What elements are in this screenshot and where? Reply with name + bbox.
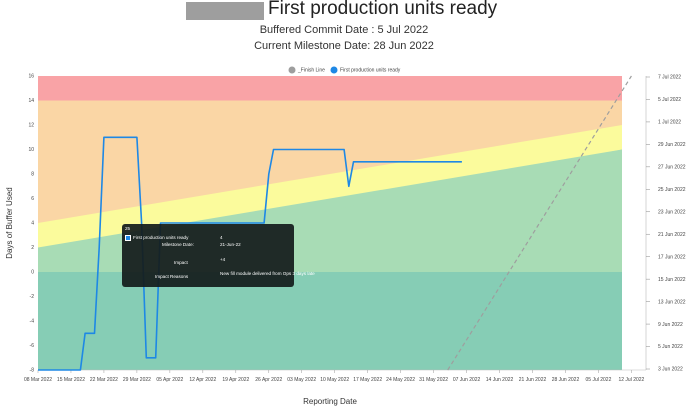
right-tick-label: 23 Jun 2022 (658, 209, 686, 215)
tooltip-impact-label: Impact (174, 260, 188, 265)
finish-line-series (447, 75, 632, 371)
right-tick-label: 21 Jun 2022 (658, 232, 686, 238)
right-tick-label: 17 Jun 2022 (658, 254, 686, 260)
y-tick-label: 10 (28, 147, 34, 153)
y-tick-label: -4 (30, 319, 35, 325)
tooltip-header: 25 (125, 226, 131, 231)
tooltip-milestone-value: 21-Jun-22 (220, 242, 241, 247)
right-tick-label: 25 Jun 2022 (658, 187, 686, 193)
teal-zone (38, 272, 622, 370)
tooltip-reasons-value: New fill module delivered from Ops 3 day… (220, 271, 315, 276)
right-tick-label: 7 Jul 2022 (658, 75, 681, 81)
tooltip-series-swatch (125, 235, 131, 241)
tooltip-reasons-label: Impact Reasons (155, 274, 189, 279)
chart-title: First production units ready (268, 0, 498, 19)
buffer-series-line (38, 136, 462, 371)
y-tick-label: 14 (28, 98, 34, 104)
right-tick-label: 5 Jul 2022 (658, 97, 681, 103)
x-axis-label: Reporting Date (303, 397, 357, 406)
x-tick-label: 24 May 2022 (386, 377, 415, 383)
y-tick-label: 8 (31, 172, 34, 178)
y-tick-label: 6 (31, 196, 34, 202)
tooltip-milestone-label: Milestone Date: (162, 242, 194, 247)
right-tick-label: 15 Jun 2022 (658, 277, 686, 283)
x-tick-label: 07 Jun 2022 (453, 377, 481, 383)
x-tick-label: 21 Jun 2022 (519, 377, 547, 383)
tooltip-series-label: First production units ready (133, 235, 189, 241)
y-tick-label: 4 (31, 221, 34, 227)
tooltip: 25 First production units ready 4 Milest… (122, 224, 315, 287)
right-tick-label: 29 Jun 2022 (658, 142, 686, 148)
x-tick-label: 17 May 2022 (353, 377, 382, 383)
y-tick-label: -6 (30, 343, 35, 349)
x-tick-label: 05 Jul 2022 (586, 377, 612, 383)
right-tick-label: 3 Jun 2022 (658, 367, 683, 373)
x-tick-label: 05 Apr 2022 (156, 377, 183, 383)
x-tick-label: 12 Apr 2022 (189, 377, 216, 383)
y-tick-label: 16 (28, 74, 34, 80)
x-tick-label: 28 Jun 2022 (552, 377, 580, 383)
x-tick-label: 26 Apr 2022 (255, 377, 282, 383)
y-axis-label: Days of Buffer Used (5, 187, 14, 258)
current-milestone-date: Current Milestone Date: 28 Jun 2022 (254, 40, 434, 52)
right-tick-label: 1 Jul 2022 (658, 120, 681, 126)
right-tick-label: 27 Jun 2022 (658, 165, 686, 171)
legend-finish-line-swatch (288, 66, 296, 74)
right-tick-label: 5 Jun 2022 (658, 344, 683, 350)
x-tick-label: 08 Mar 2022 (24, 377, 52, 383)
y-tick-label: 12 (28, 123, 34, 129)
y-tick-label: 0 (31, 270, 34, 276)
x-tick-label: 03 May 2022 (287, 377, 316, 383)
redacted-block (186, 2, 264, 20)
tooltip-impact-value: +4 (220, 257, 226, 262)
buffered-commit-date: Buffered Commit Date : 5 Jul 2022 (259, 24, 429, 36)
right-tick-label: 9 Jun 2022 (658, 322, 683, 328)
x-tick-label: 10 May 2022 (320, 377, 349, 383)
x-tick-label: 12 Jul 2022 (618, 377, 644, 383)
legend-series-label: First production units ready (340, 68, 401, 74)
x-tick-label: 31 May 2022 (419, 377, 448, 383)
tooltip-series-value: 4 (220, 235, 223, 240)
x-tick-label: 15 Mar 2022 (57, 377, 85, 383)
right-tick-label: 13 Jun 2022 (658, 299, 686, 305)
y-tick-label: -2 (30, 294, 35, 300)
x-tick-label: 29 Mar 2022 (123, 377, 151, 383)
y-tick-label: -8 (30, 368, 35, 374)
tooltip-series-row: First production units ready (125, 235, 188, 241)
x-tick-label: 19 Apr 2022 (222, 377, 249, 383)
legend-series-swatch (330, 66, 338, 74)
x-tick-label: 22 Mar 2022 (90, 377, 118, 383)
y-tick-label: 2 (31, 245, 34, 251)
legend-finish-line-label: _Finish Line (297, 68, 325, 74)
x-tick-label: 14 Jun 2022 (486, 377, 514, 383)
